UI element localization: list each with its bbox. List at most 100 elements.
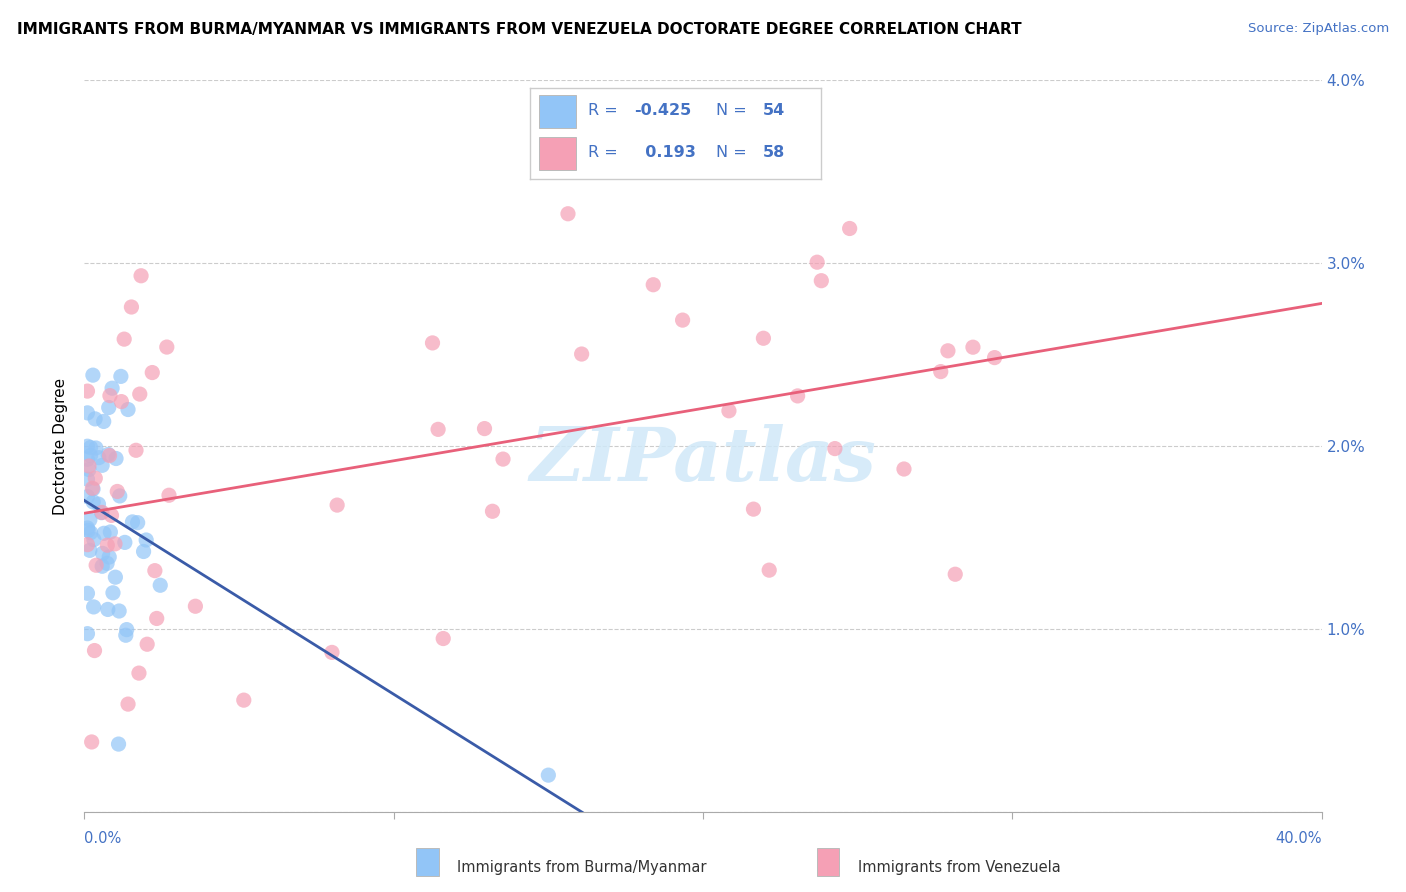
Point <box>82 368 104 383</box>
Point <box>101 381 124 395</box>
Point <box>77 458 100 473</box>
Point <box>79 513 101 527</box>
Point <box>83 599 105 614</box>
Point <box>156 340 179 354</box>
Point <box>107 737 129 751</box>
Point <box>91 559 114 574</box>
Point <box>422 335 444 350</box>
Point <box>121 515 143 529</box>
Point <box>671 313 693 327</box>
Point <box>91 546 114 560</box>
Point <box>108 604 131 618</box>
Point <box>481 504 503 518</box>
Point <box>129 268 152 283</box>
Point <box>79 441 101 455</box>
Point <box>79 543 101 558</box>
Point <box>321 645 343 659</box>
Point <box>76 586 98 600</box>
Point <box>432 632 454 646</box>
Point <box>110 369 132 384</box>
Point <box>98 524 121 539</box>
Y-axis label: Doctorate Degree: Doctorate Degree <box>53 377 69 515</box>
Point <box>232 693 254 707</box>
Point <box>105 451 128 466</box>
Point <box>838 221 860 235</box>
Point <box>97 602 120 616</box>
Point <box>76 626 98 640</box>
Point <box>76 472 98 486</box>
Point <box>82 481 104 495</box>
Text: Immigrants from Venezuela: Immigrants from Venezuela <box>858 860 1060 874</box>
Point <box>80 735 103 749</box>
Point <box>100 508 122 523</box>
Point <box>105 484 128 499</box>
Point <box>492 452 515 467</box>
Point <box>157 488 180 502</box>
Point <box>77 524 100 538</box>
Point <box>149 578 172 592</box>
Point <box>84 471 107 485</box>
Point <box>98 449 121 463</box>
Point <box>184 599 207 614</box>
Point <box>82 495 104 509</box>
Point <box>87 450 110 465</box>
Point <box>97 447 120 461</box>
Point <box>115 623 138 637</box>
Point <box>84 441 107 455</box>
Point <box>90 506 112 520</box>
Point <box>76 538 98 552</box>
Point <box>98 389 121 403</box>
Point <box>136 637 159 651</box>
Point <box>76 452 98 467</box>
Point <box>643 277 665 292</box>
Point <box>96 538 118 552</box>
Point <box>824 442 846 456</box>
Point <box>83 643 105 657</box>
Point <box>117 697 139 711</box>
Point <box>101 586 124 600</box>
Text: Source: ZipAtlas.com: Source: ZipAtlas.com <box>1249 22 1389 36</box>
Point <box>962 340 984 354</box>
Point <box>571 347 593 361</box>
Point <box>112 332 135 346</box>
Point <box>141 366 163 380</box>
Point <box>893 462 915 476</box>
Point <box>758 563 780 577</box>
Text: Immigrants from Burma/Myanmar: Immigrants from Burma/Myanmar <box>457 860 706 874</box>
Point <box>145 611 167 625</box>
Point <box>127 516 149 530</box>
Point <box>427 422 450 436</box>
Point <box>752 331 775 345</box>
Point <box>108 489 131 503</box>
Point <box>76 406 98 420</box>
Point <box>84 412 107 426</box>
Point <box>132 544 155 558</box>
Point <box>91 458 114 473</box>
Point <box>114 535 136 549</box>
Point <box>76 490 98 504</box>
Point <box>929 365 952 379</box>
Point <box>93 526 115 541</box>
Point <box>128 387 150 401</box>
Point <box>117 402 139 417</box>
Point <box>143 564 166 578</box>
Point <box>84 558 107 573</box>
Point <box>87 497 110 511</box>
Point <box>104 537 127 551</box>
Point <box>786 389 808 403</box>
Point <box>82 482 104 496</box>
Point <box>77 462 100 476</box>
Point <box>79 449 101 463</box>
Point <box>936 343 959 358</box>
Point <box>128 666 150 681</box>
Point <box>537 768 560 782</box>
Point <box>93 414 115 428</box>
Text: IMMIGRANTS FROM BURMA/MYANMAR VS IMMIGRANTS FROM VENEZUELA DOCTORATE DEGREE CORR: IMMIGRANTS FROM BURMA/MYANMAR VS IMMIGRA… <box>17 22 1022 37</box>
Point <box>125 443 148 458</box>
Text: 0.0%: 0.0% <box>84 831 121 846</box>
Point <box>76 384 98 398</box>
Point <box>76 521 98 535</box>
Point <box>135 533 157 547</box>
Point <box>79 525 101 540</box>
Point <box>717 404 740 418</box>
